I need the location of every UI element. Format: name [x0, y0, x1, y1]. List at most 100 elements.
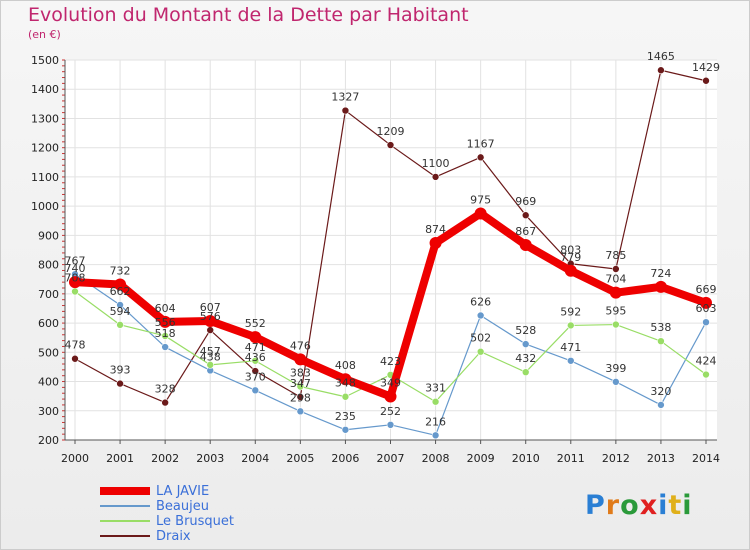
x-tick-label: 2001	[106, 452, 134, 465]
data-point	[161, 343, 169, 351]
legend-label: Le Brusquet	[156, 514, 235, 529]
data-label: 518	[155, 327, 176, 340]
data-point	[476, 153, 485, 162]
data-label: 1327	[331, 91, 359, 104]
data-label: 432	[515, 352, 536, 365]
series-layer	[69, 66, 712, 440]
data-point	[654, 280, 667, 293]
data-label: 969	[515, 195, 536, 208]
data-point	[69, 276, 81, 289]
data-point	[296, 407, 305, 416]
data-label: 235	[335, 410, 356, 423]
data-label: 669	[696, 283, 717, 296]
data-label: 457	[200, 345, 221, 358]
data-point	[474, 207, 487, 220]
data-label: 423	[380, 355, 401, 368]
data-point	[702, 318, 710, 327]
x-tick-label: 2009	[467, 452, 495, 465]
data-label: 252	[380, 405, 401, 418]
data-label: 779	[560, 251, 581, 264]
data-label: 349	[380, 376, 401, 389]
data-point	[519, 239, 532, 252]
x-tick-label: 2011	[557, 452, 585, 465]
y-tick-label: 300	[38, 405, 59, 418]
data-point	[249, 331, 262, 344]
data-label: 331	[425, 382, 446, 395]
data-label: 348	[335, 377, 356, 390]
data-point	[114, 278, 127, 291]
data-point	[116, 321, 124, 329]
data-label: 216	[425, 415, 446, 428]
x-tick-label: 2002	[151, 452, 179, 465]
x-tick-label: 2008	[422, 452, 450, 465]
data-label: 408	[335, 359, 356, 372]
data-label: 1100	[422, 157, 450, 170]
data-point	[116, 301, 124, 309]
brand-letter: x	[639, 490, 659, 521]
data-label: 1429	[692, 61, 720, 74]
y-tick-label: 1200	[31, 142, 59, 155]
data-point	[296, 393, 305, 401]
brand-letter: i	[682, 490, 693, 521]
chart-title: Evolution du Montant de la Dette par Hab…	[28, 4, 469, 26]
data-point	[702, 370, 710, 379]
data-label: 476	[290, 339, 311, 352]
data-label: 740	[65, 262, 86, 275]
brand-letter: r	[605, 490, 621, 521]
data-label: 607	[200, 301, 221, 314]
x-tick-label: 2012	[602, 452, 630, 465]
data-point	[294, 353, 307, 366]
data-point	[251, 356, 260, 365]
data-point	[566, 356, 575, 365]
data-label: 328	[155, 383, 176, 396]
y-tick-label: 800	[38, 259, 59, 272]
data-label: 708	[65, 272, 86, 285]
y-tick-label: 600	[38, 317, 59, 330]
data-label: 478	[65, 339, 86, 352]
data-point	[566, 321, 575, 330]
data-point	[700, 296, 712, 309]
data-label-layer: 478 393 328 576 436 347 1327 1209 1100 1167 969 803…	[65, 50, 721, 428]
data-label: 556	[155, 316, 176, 329]
chart-subtitle: (en €)	[28, 28, 61, 41]
data-point	[657, 337, 665, 346]
x-tick-label: 2010	[512, 452, 540, 465]
legend-swatch	[100, 487, 150, 495]
data-label: 576	[200, 310, 221, 323]
data-point	[251, 367, 260, 375]
data-label: 1209	[377, 125, 405, 138]
data-label: 724	[650, 267, 671, 280]
data-label: 874	[425, 223, 446, 236]
data-label: 626	[470, 295, 491, 308]
brand-logo: Proxiti	[585, 490, 693, 521]
x-tick-label: 2003	[196, 452, 224, 465]
data-label: 732	[110, 264, 131, 277]
data-point	[612, 320, 620, 329]
data-label: 436	[245, 351, 266, 364]
x-tick-label: 2013	[647, 452, 675, 465]
y-tick-label: 1300	[31, 112, 59, 125]
legend-swatch	[100, 505, 150, 507]
data-label: 502	[470, 332, 491, 345]
y-tick-label: 500	[38, 346, 59, 359]
data-label: 471	[245, 341, 266, 354]
data-point	[341, 392, 350, 401]
brand-letter: P	[585, 490, 606, 521]
data-label: 767	[65, 254, 86, 267]
data-label: 803	[560, 244, 581, 257]
brand-letter: t	[668, 490, 683, 521]
data-point	[341, 425, 350, 434]
data-label: 552	[245, 317, 266, 330]
data-label: 867	[515, 225, 536, 238]
data-point	[521, 340, 530, 348]
legend-swatch	[100, 520, 150, 522]
legend-label: Beaujeu	[156, 499, 209, 514]
y-tick-label: 400	[38, 376, 59, 389]
data-point	[431, 397, 440, 406]
data-label: 347	[290, 377, 311, 390]
data-point	[429, 236, 442, 249]
data-label: 662	[110, 285, 131, 298]
data-point	[386, 420, 395, 429]
data-label: 785	[605, 249, 626, 262]
